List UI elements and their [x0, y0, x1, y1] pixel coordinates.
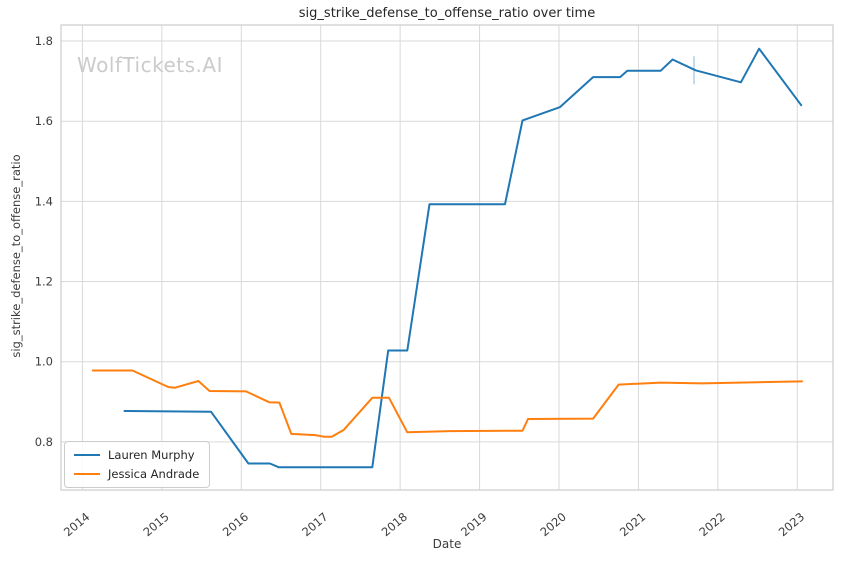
series-line-jessica-andrade — [91, 369, 803, 438]
y-tick-label: 1.4 — [35, 194, 53, 208]
y-axis-label: sig_strike_defense_to_offense_ratio — [9, 154, 23, 358]
x-tick-label: 2016 — [220, 510, 251, 540]
x-tick-label: 2023 — [776, 510, 807, 540]
series-line-lauren-murphy — [123, 47, 803, 469]
legend-line-sample-orange — [74, 473, 100, 475]
y-tick-label: 1.2 — [35, 275, 53, 289]
y-tick-label: 1.0 — [35, 355, 53, 369]
x-tick-label: 2021 — [617, 510, 648, 540]
y-tick-label: 1.6 — [35, 114, 53, 128]
watermark: WolfTickets.AI — [77, 53, 223, 77]
legend-label: Lauren Murphy — [108, 448, 195, 462]
legend-line-sample-blue — [74, 454, 100, 456]
x-tick-label: 2015 — [140, 510, 171, 540]
legend-item-jessica-andrade: Jessica Andrade — [74, 467, 199, 481]
x-tick-label: 2022 — [696, 510, 727, 540]
legend: Lauren Murphy Jessica Andrade — [64, 441, 211, 488]
legend-item-lauren-murphy: Lauren Murphy — [74, 448, 199, 462]
legend-label: Jessica Andrade — [108, 467, 200, 481]
y-tick-label: 0.8 — [35, 435, 53, 449]
x-tick-label: 2018 — [379, 510, 410, 540]
x-axis-label: Date — [432, 537, 462, 551]
plot-border — [60, 24, 834, 491]
x-tick-label: 2017 — [299, 510, 330, 540]
x-tick-label: 2020 — [537, 510, 568, 540]
x-tick-label: 2019 — [458, 510, 489, 540]
x-tick-label: 2014 — [61, 510, 92, 540]
y-tick-label: 1.8 — [35, 34, 53, 48]
chart-title: sig_strike_defense_to_offense_ratio over… — [298, 6, 596, 21]
